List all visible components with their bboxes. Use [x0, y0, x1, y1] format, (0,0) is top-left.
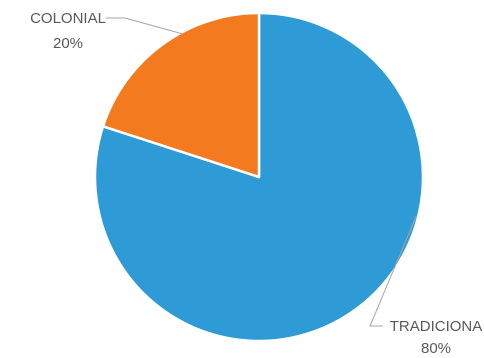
pie-slices	[93, 11, 425, 343]
leader-line-colonial	[106, 17, 184, 35]
slice-label-tradiciona: TRADICIONA 80%	[390, 318, 483, 357]
slice-label-tradiciona-value: 80%	[421, 340, 451, 357]
slice-label-colonial-name: COLONIAL	[30, 10, 106, 27]
pie-slice-tradiciona	[93, 11, 425, 343]
pie-slice-colonial	[101, 11, 261, 179]
slice-label-colonial-value: 20%	[53, 35, 83, 52]
leader-line-tradiciona	[369, 215, 417, 327]
slice-label-colonial: COLONIAL 20%	[30, 10, 106, 52]
slice-label-tradiciona-name: TRADICIONA	[390, 318, 483, 335]
leader-lines	[106, 17, 417, 327]
